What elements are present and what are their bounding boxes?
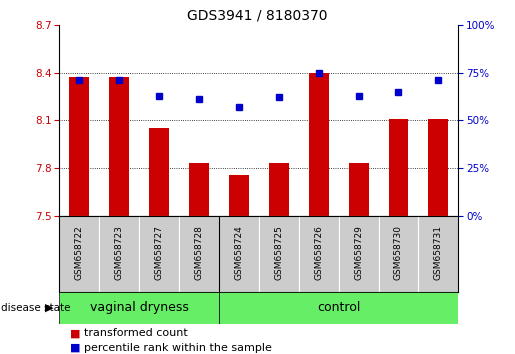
Bar bbox=[189, 164, 209, 216]
Bar bbox=[69, 78, 89, 216]
Bar bbox=[299, 216, 339, 292]
Text: control: control bbox=[317, 302, 360, 314]
Bar bbox=[149, 128, 169, 216]
Text: GDS3941 / 8180370: GDS3941 / 8180370 bbox=[187, 9, 328, 23]
Text: vaginal dryness: vaginal dryness bbox=[90, 302, 188, 314]
Bar bbox=[219, 292, 458, 324]
Text: GSM658726: GSM658726 bbox=[314, 225, 323, 280]
Bar bbox=[259, 216, 299, 292]
Text: GSM658722: GSM658722 bbox=[75, 225, 83, 280]
Bar bbox=[379, 216, 418, 292]
Bar bbox=[99, 216, 139, 292]
Bar bbox=[349, 164, 369, 216]
Bar bbox=[109, 78, 129, 216]
Text: GSM658727: GSM658727 bbox=[154, 225, 163, 280]
Bar bbox=[229, 175, 249, 216]
Text: GSM658728: GSM658728 bbox=[195, 225, 203, 280]
Bar bbox=[428, 119, 449, 216]
Text: GSM658724: GSM658724 bbox=[234, 225, 243, 280]
Text: GSM658730: GSM658730 bbox=[394, 225, 403, 280]
Bar bbox=[179, 216, 219, 292]
Text: ▶: ▶ bbox=[45, 303, 53, 313]
Text: ■: ■ bbox=[70, 329, 80, 338]
Bar bbox=[269, 164, 289, 216]
Text: GSM658731: GSM658731 bbox=[434, 225, 443, 280]
Text: disease state: disease state bbox=[1, 303, 71, 313]
Bar bbox=[219, 216, 259, 292]
Text: GSM658723: GSM658723 bbox=[115, 225, 124, 280]
Bar bbox=[139, 216, 179, 292]
Bar bbox=[59, 292, 219, 324]
Text: GSM658729: GSM658729 bbox=[354, 225, 363, 280]
Bar bbox=[388, 119, 408, 216]
Bar bbox=[339, 216, 379, 292]
Text: GSM658725: GSM658725 bbox=[274, 225, 283, 280]
Text: percentile rank within the sample: percentile rank within the sample bbox=[84, 343, 272, 353]
Text: transformed count: transformed count bbox=[84, 329, 187, 338]
Bar bbox=[418, 216, 458, 292]
Text: ■: ■ bbox=[70, 343, 80, 353]
Bar bbox=[308, 73, 329, 216]
Bar bbox=[59, 216, 99, 292]
